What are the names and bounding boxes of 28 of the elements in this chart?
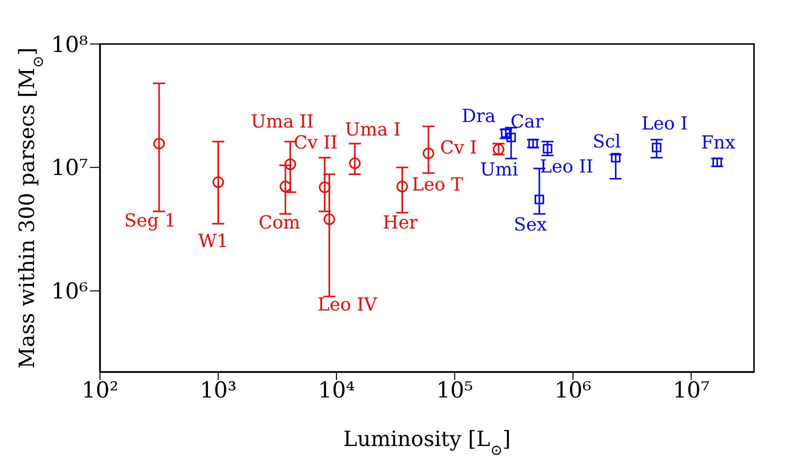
annotation: Her: [382, 212, 418, 234]
annotation: Leo T: [412, 174, 464, 196]
annotation: Cv II: [294, 132, 338, 154]
annotation: Uma I: [344, 119, 401, 140]
annotation: Fnx: [701, 132, 736, 154]
annotation: Cv I: [440, 137, 477, 158]
x-axis-title: Luminosity [L$_{⊙}$]: [343, 427, 511, 458]
annotation: Sex: [514, 214, 547, 236]
x-tick-label: 10²: [82, 378, 118, 404]
annotation: Leo I: [641, 114, 688, 135]
x-tick-label: 10⁵: [436, 378, 474, 404]
x-tick-label: 10³: [200, 378, 237, 404]
annotation: Dra: [462, 106, 496, 128]
y-tick-label: 10⁶: [51, 280, 88, 305]
annotation: W1: [198, 231, 228, 252]
annotation: Leo II: [540, 156, 594, 178]
annotation: Seg 1: [124, 210, 176, 232]
annotation: Car: [510, 112, 544, 133]
y-tick-label: 10⁷: [51, 156, 88, 182]
annotation: Com: [258, 212, 300, 234]
annotation: Scl: [592, 132, 622, 153]
annotation: Uma II: [250, 111, 314, 132]
annotation: Leo IV: [318, 294, 378, 316]
x-tick-label: 10⁶: [554, 378, 592, 404]
x-tick-label: 10⁴: [318, 378, 356, 404]
x-tick-label: 10⁷: [672, 378, 710, 404]
annotation: Umi: [480, 159, 518, 180]
y-tick-label: 10⁸: [51, 32, 88, 58]
